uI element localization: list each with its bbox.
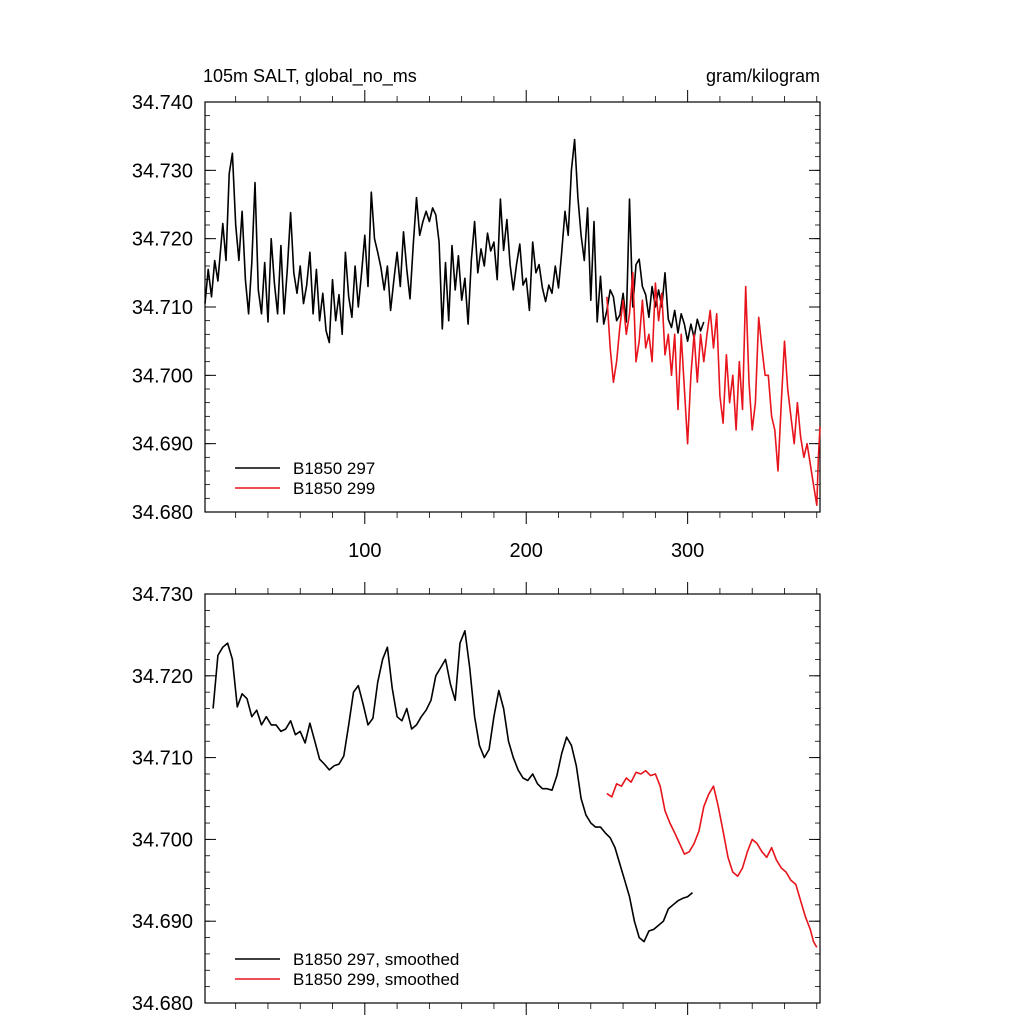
x-tick-label: 100	[348, 540, 381, 562]
plot-frame	[204, 593, 821, 1004]
plot-frame	[204, 101, 821, 513]
series-line-1	[212, 630, 694, 943]
legend-label: B1850 297	[293, 459, 375, 478]
series-line-1	[204, 138, 705, 344]
top-panel: 34.680 34.690 34.700 34.710 34.720 34.730 34.7…	[132, 90, 821, 562]
y-tick-label: 34.680	[132, 502, 193, 524]
y-tick-label: 34.710	[132, 748, 193, 770]
legend-label: B1850 297, smoothed	[293, 950, 459, 969]
y-tick-label: 34.730	[132, 160, 193, 182]
y-tick-label: 34.730	[132, 584, 193, 606]
x-tick-label: 200	[510, 540, 543, 562]
legend-label: B1850 299, smoothed	[293, 970, 459, 989]
bottom-panel: 34.680 34.690 34.700 34.710 34.720 34.730 B185…	[132, 582, 821, 1015]
series-line-2	[606, 272, 821, 506]
chart-title-right: gram/kilogram	[706, 66, 820, 86]
y-tick-label: 34.700	[132, 829, 193, 851]
y-tick-label: 34.690	[132, 434, 193, 456]
y-tick-label: 34.720	[132, 666, 193, 688]
y-tick-label: 34.710	[132, 297, 193, 319]
y-tick-label: 34.740	[132, 92, 193, 114]
y-tick-label: 34.690	[132, 911, 193, 933]
y-tick-label: 34.700	[132, 365, 193, 387]
y-tick-label: 34.680	[132, 993, 193, 1015]
chart-title-left: 105m SALT, global_no_ms	[203, 66, 417, 87]
y-tick-label: 34.720	[132, 229, 193, 251]
x-tick-label: 300	[671, 540, 704, 562]
legend-label: B1850 299	[293, 479, 375, 498]
series-line-2	[606, 769, 818, 948]
